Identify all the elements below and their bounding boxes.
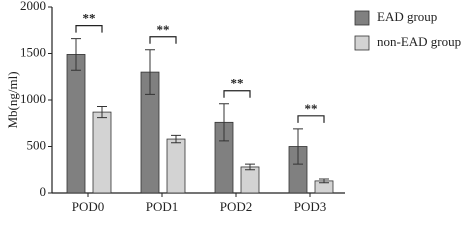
error-bar <box>71 38 81 71</box>
error-bar <box>319 178 329 184</box>
error-bar <box>171 134 181 144</box>
bar <box>166 138 186 194</box>
significance-bracket <box>297 115 325 123</box>
x-tick-label: POD1 <box>146 199 179 214</box>
significance-label: ** <box>83 11 96 26</box>
y-tick-label: 2000 <box>20 0 46 13</box>
error-bar <box>245 163 255 171</box>
error-bar <box>97 106 107 119</box>
error-bar <box>293 128 303 165</box>
bar <box>240 166 260 194</box>
significance-bracket <box>75 25 103 33</box>
bar <box>92 111 112 194</box>
y-tick-label: 0 <box>40 184 47 199</box>
y-axis-label: Mb(ng/ml) <box>5 71 20 128</box>
significance-label: ** <box>305 101 318 116</box>
x-tick-label: POD0 <box>72 199 105 214</box>
significance-bracket <box>149 36 177 44</box>
chart: Mb(ng/ml) 0 500 1000 1500 2000 POD0 ** POD1 ** PO… <box>5 0 461 214</box>
error-bar <box>145 49 155 95</box>
legend-label: non-EAD group <box>377 34 461 49</box>
significance-label: ** <box>157 22 170 37</box>
x-tick-label: POD2 <box>220 199 253 214</box>
y-tick-label: 1500 <box>20 44 46 59</box>
legend-label: EAD group <box>377 9 437 24</box>
legend-swatch <box>354 10 370 26</box>
y-tick-label: 500 <box>27 137 47 152</box>
x-tick-label: POD3 <box>294 199 327 214</box>
legend-swatch <box>354 35 370 51</box>
bar <box>66 54 86 194</box>
significance-label: ** <box>231 76 244 91</box>
error-bar <box>219 103 229 142</box>
significance-bracket <box>223 90 251 98</box>
y-tick-label: 1000 <box>20 91 46 106</box>
